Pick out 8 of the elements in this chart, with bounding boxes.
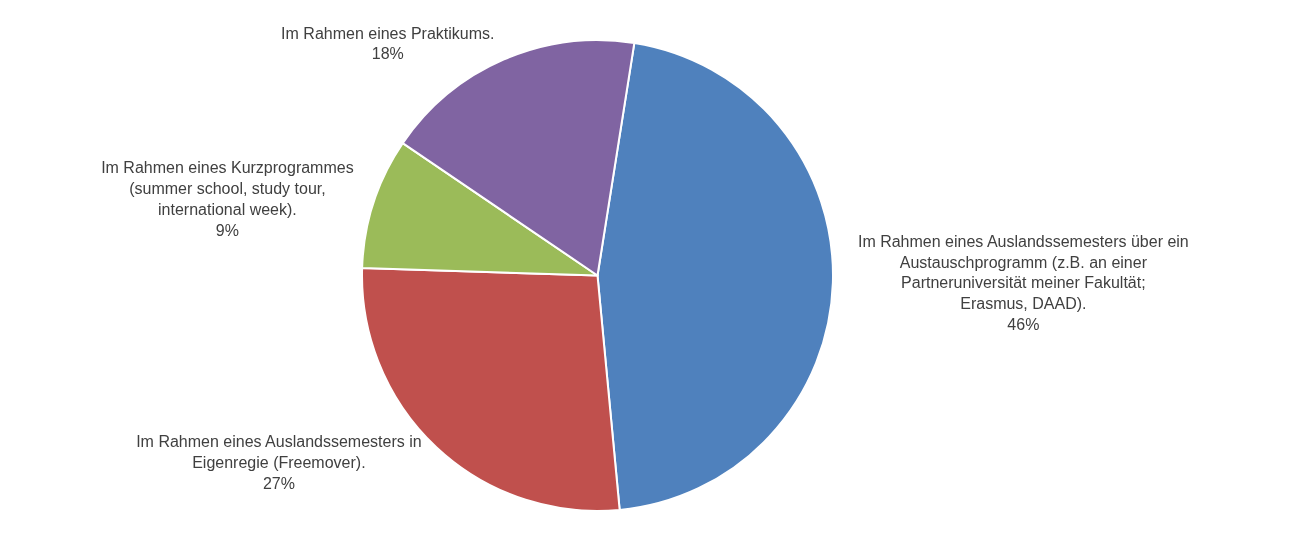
data-label: 9% bbox=[215, 221, 239, 239]
slice-label: Im Rahmen eines Auslandssemesters in Eigenregie (Freemover). bbox=[136, 433, 422, 472]
data-label: 46% bbox=[1007, 316, 1040, 334]
data-label: 27% bbox=[262, 475, 295, 493]
slice-label: Im Rahmen eines Kurzprogrammes (summer school, study tour, international week). bbox=[101, 159, 354, 218]
slice-label: Im Rahmen eines Praktikums. bbox=[281, 24, 495, 42]
data-label: 18% bbox=[371, 45, 404, 63]
slice-label: Im Rahmen eines Auslandssemesters über ein Austauschprogramm (z.B. an einer Partneruniversität meiner Fakultät; Erasmus, DAAD). bbox=[857, 232, 1189, 313]
